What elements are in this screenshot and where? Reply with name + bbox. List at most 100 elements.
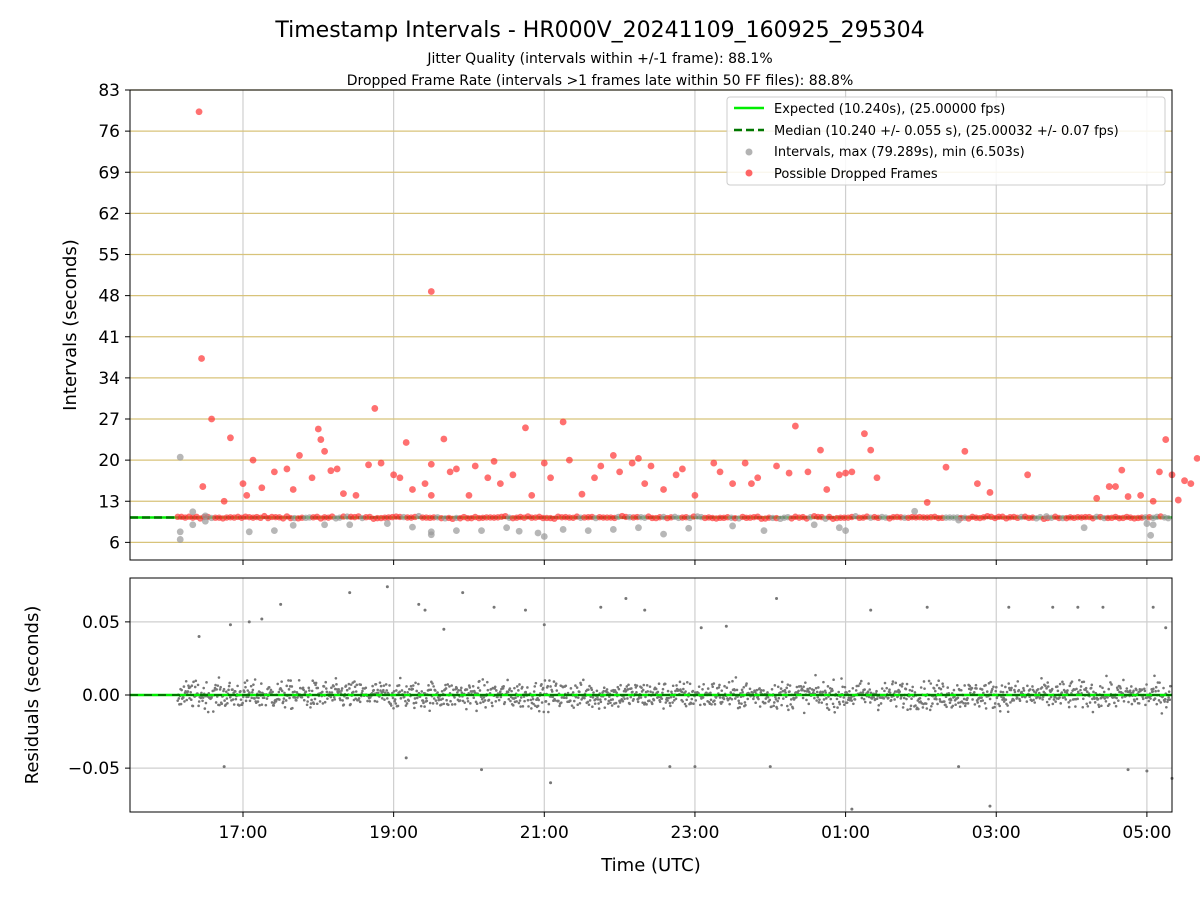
residual-point <box>861 691 865 694</box>
residual-point <box>917 707 920 711</box>
residual-point <box>1015 696 1019 699</box>
residual-point <box>428 701 432 705</box>
residual-point <box>929 682 933 685</box>
residual-point <box>1041 698 1044 701</box>
residual-point <box>956 684 959 687</box>
residual-point <box>709 691 712 695</box>
residual-point <box>969 691 972 695</box>
residual-point <box>734 676 738 679</box>
residual-point <box>632 697 635 701</box>
residual-point <box>486 688 490 692</box>
residual-point <box>813 696 816 700</box>
residual-point <box>599 605 603 609</box>
residual-point <box>667 696 670 700</box>
residual-point <box>1001 698 1004 701</box>
residual-point <box>875 697 879 701</box>
residual-point <box>752 697 755 701</box>
residual-point <box>594 697 598 701</box>
dropped-frame-point <box>817 446 824 454</box>
residual-point <box>251 688 255 692</box>
dropped-frame-point <box>321 447 328 455</box>
residual-point <box>635 691 638 694</box>
residual-point <box>186 690 190 693</box>
residual-point <box>801 688 804 692</box>
dropped-frame-point <box>848 468 856 476</box>
residual-point <box>474 691 477 695</box>
residual-point <box>803 689 807 693</box>
residuals-y-tick-label: −0.05 <box>68 759 120 779</box>
residual-point <box>515 700 518 703</box>
residual-point <box>521 685 524 689</box>
residual-point <box>540 701 544 704</box>
residual-point <box>267 686 271 689</box>
residual-point <box>531 697 535 701</box>
dropped-frame-point <box>289 486 297 493</box>
residual-point <box>507 697 511 701</box>
residual-point <box>340 687 344 690</box>
residual-point <box>333 698 337 701</box>
dropped-frame-point <box>754 474 762 482</box>
residual-point <box>278 698 281 701</box>
residual-point <box>1031 685 1034 688</box>
residual-point <box>1020 690 1024 694</box>
residual-point <box>192 680 195 684</box>
residual-point <box>460 686 463 690</box>
residual-point <box>295 699 298 702</box>
residual-point <box>743 701 747 704</box>
residual-point <box>740 688 744 692</box>
dropped-frame-point <box>1149 497 1157 505</box>
residual-point <box>820 701 824 704</box>
residual-point <box>623 697 626 701</box>
residual-point <box>925 707 929 710</box>
residual-point <box>651 691 655 694</box>
residual-point <box>611 698 615 701</box>
residual-point <box>226 702 229 705</box>
intervals-axes: 6 13 20 27 34 41 48 55 62 69 76 83 <box>98 81 1148 565</box>
residual-point <box>337 687 341 691</box>
residual-point <box>273 701 276 705</box>
residual-point <box>1079 688 1082 692</box>
residual-point <box>444 687 448 690</box>
residual-point <box>323 700 327 704</box>
x-tick-label: 21:00 <box>520 823 569 843</box>
residual-point <box>853 698 857 701</box>
residual-point <box>1022 686 1025 690</box>
residual-point <box>1103 697 1107 700</box>
residual-point <box>740 702 743 705</box>
residual-point <box>537 709 541 713</box>
residual-point <box>475 709 478 713</box>
residual-point <box>349 702 352 706</box>
residual-point <box>413 697 417 700</box>
residual-point <box>253 678 257 681</box>
residual-point <box>458 699 462 702</box>
residual-point <box>1157 689 1160 693</box>
residual-point <box>432 697 436 700</box>
residual-point <box>826 685 830 688</box>
residual-point <box>364 686 368 690</box>
residual-point <box>517 701 521 705</box>
interval-point <box>1149 521 1157 529</box>
residual-point <box>389 704 393 707</box>
residual-point <box>1046 685 1050 688</box>
residual-point <box>241 701 244 705</box>
residual-point <box>741 690 744 694</box>
residual-point <box>963 684 966 687</box>
residual-point <box>197 704 200 708</box>
residual-point <box>1062 682 1065 686</box>
residual-point <box>587 688 590 691</box>
residual-point <box>901 706 905 709</box>
residual-point <box>194 679 198 683</box>
residual-point <box>368 699 372 703</box>
residual-point <box>578 701 582 705</box>
residual-point <box>216 684 220 687</box>
residual-point <box>234 697 238 701</box>
residual-point <box>232 703 236 706</box>
residual-point <box>1026 684 1029 688</box>
residual-point <box>243 681 247 684</box>
dropped-frame-point <box>635 454 642 462</box>
interval-point <box>729 522 737 530</box>
dropped-frame-point <box>390 471 398 479</box>
residual-point <box>542 710 546 714</box>
interval-point <box>842 527 849 535</box>
residual-point <box>618 701 622 704</box>
